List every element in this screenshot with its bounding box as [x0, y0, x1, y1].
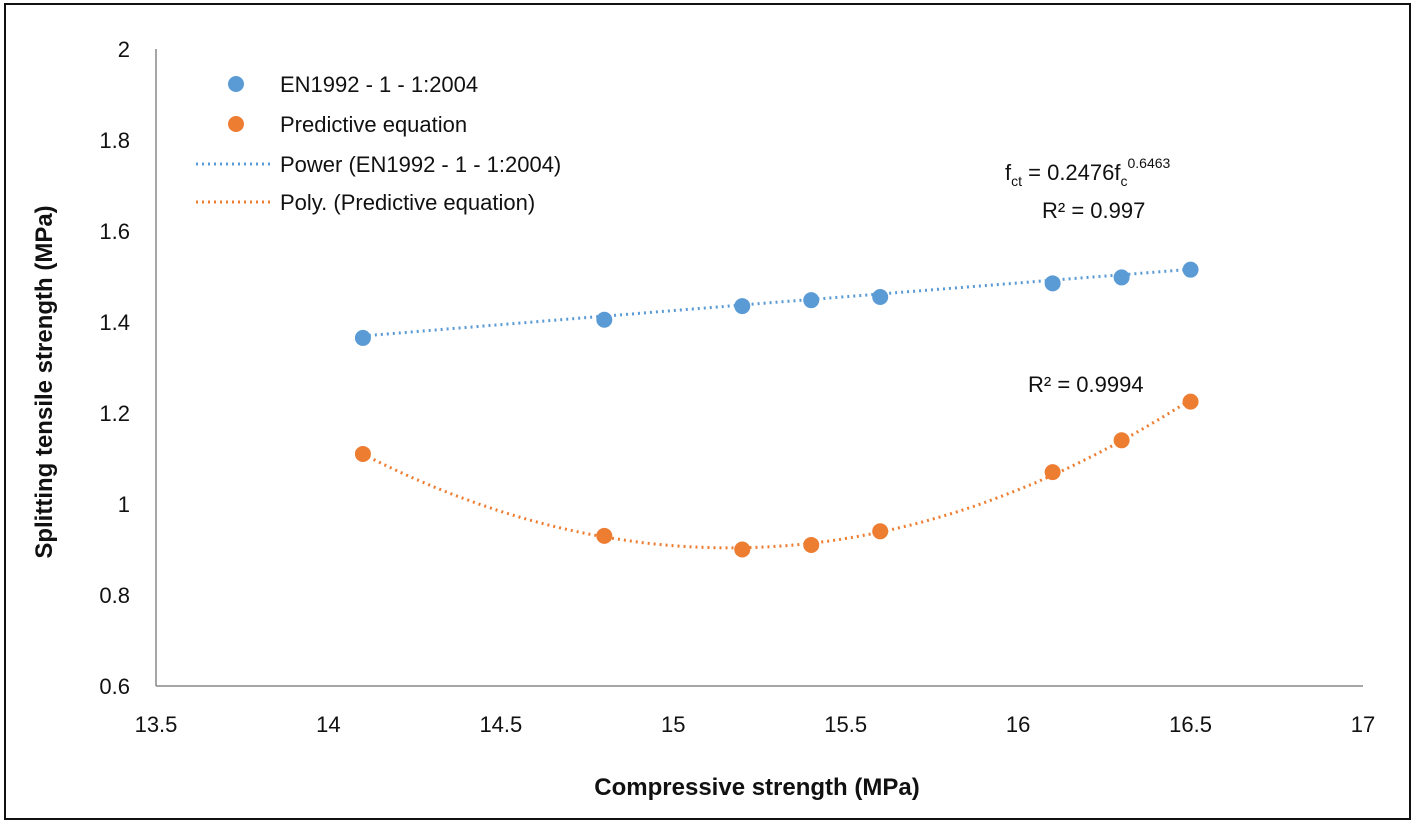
power-eq-mid: = 0.2476f — [1022, 160, 1121, 185]
legend-label-power: Power (EN1992 - 1 - 1:2004) — [280, 152, 561, 177]
y-tick-labels: 0.6 0.8 1 1.2 1.4 1.6 1.8 2 — [99, 37, 130, 699]
x-tick-label: 13.5 — [135, 712, 178, 737]
point-predictive — [596, 527, 613, 544]
point-predictive — [803, 536, 820, 553]
x-tick-label: 15 — [661, 712, 685, 737]
poly-r2: R² = 0.9994 — [1028, 372, 1144, 397]
y-tick-label: 0.8 — [99, 583, 130, 608]
x-tick-labels: 13.5 14 14.5 15 15.5 16 16.5 17 — [135, 712, 1376, 737]
y-axis-title: Splitting tensile strength (MPa) — [31, 205, 58, 558]
point-predictive — [872, 523, 889, 540]
power-equation-annotation: fct = 0.2476fc0.6463 R² = 0.997 — [1005, 155, 1171, 223]
point-en1992 — [1044, 275, 1061, 292]
y-tick-label: 1 — [118, 492, 130, 517]
trendlines — [362, 267, 1192, 550]
poly-trendline — [362, 398, 1192, 550]
svg-text:fct = 0.2476fc0.6463: fct = 0.2476fc0.6463 — [1005, 155, 1171, 189]
legend: EN1992 - 1 - 1:2004 Predictive equation … — [196, 72, 561, 215]
chart-frame — [4, 3, 1411, 820]
point-en1992 — [354, 329, 371, 346]
y-tick-label: 1.8 — [99, 128, 130, 153]
x-tick-label: 15.5 — [824, 712, 867, 737]
point-predictive — [354, 445, 371, 462]
point-predictive — [1182, 393, 1199, 410]
point-en1992 — [1113, 269, 1130, 286]
legend-label-poly: Poly. (Predictive equation) — [280, 190, 535, 215]
point-en1992 — [596, 311, 613, 328]
point-predictive — [734, 541, 751, 558]
legend-marker-en1992 — [228, 76, 244, 92]
y-tick-label: 1.4 — [99, 310, 130, 335]
point-en1992 — [1182, 261, 1199, 278]
y-tick-label: 1.6 — [99, 219, 130, 244]
power-eq-sub1: ct — [1011, 173, 1022, 189]
x-tick-label: 16.5 — [1169, 712, 1212, 737]
y-tick-label: 2 — [118, 37, 130, 62]
y-tick-label: 0.6 — [99, 674, 130, 699]
power-r2: R² = 0.997 — [1042, 198, 1145, 223]
power-eq-prefix: f — [1005, 160, 1012, 185]
x-axis-title: Compressive strength (MPa) — [594, 774, 919, 801]
point-predictive — [1044, 464, 1061, 481]
legend-label-en1992: EN1992 - 1 - 1:2004 — [280, 72, 478, 97]
x-tick-label: 17 — [1351, 712, 1375, 737]
point-en1992 — [803, 292, 820, 309]
power-eq-exp: 0.6463 — [1128, 155, 1171, 171]
x-tick-label: 14.5 — [479, 712, 522, 737]
y-tick-label: 1.2 — [99, 401, 130, 426]
power-trendline — [362, 267, 1191, 338]
point-en1992 — [734, 298, 751, 315]
legend-label-predictive: Predictive equation — [280, 112, 467, 137]
axes — [155, 49, 1363, 687]
x-tick-label: 16 — [1006, 712, 1030, 737]
power-eq-sub2: c — [1121, 173, 1128, 189]
legend-marker-predictive — [228, 116, 244, 132]
x-tick-label: 14 — [316, 712, 340, 737]
point-en1992 — [872, 288, 889, 305]
data-points — [354, 261, 1199, 558]
point-predictive — [1113, 432, 1130, 449]
